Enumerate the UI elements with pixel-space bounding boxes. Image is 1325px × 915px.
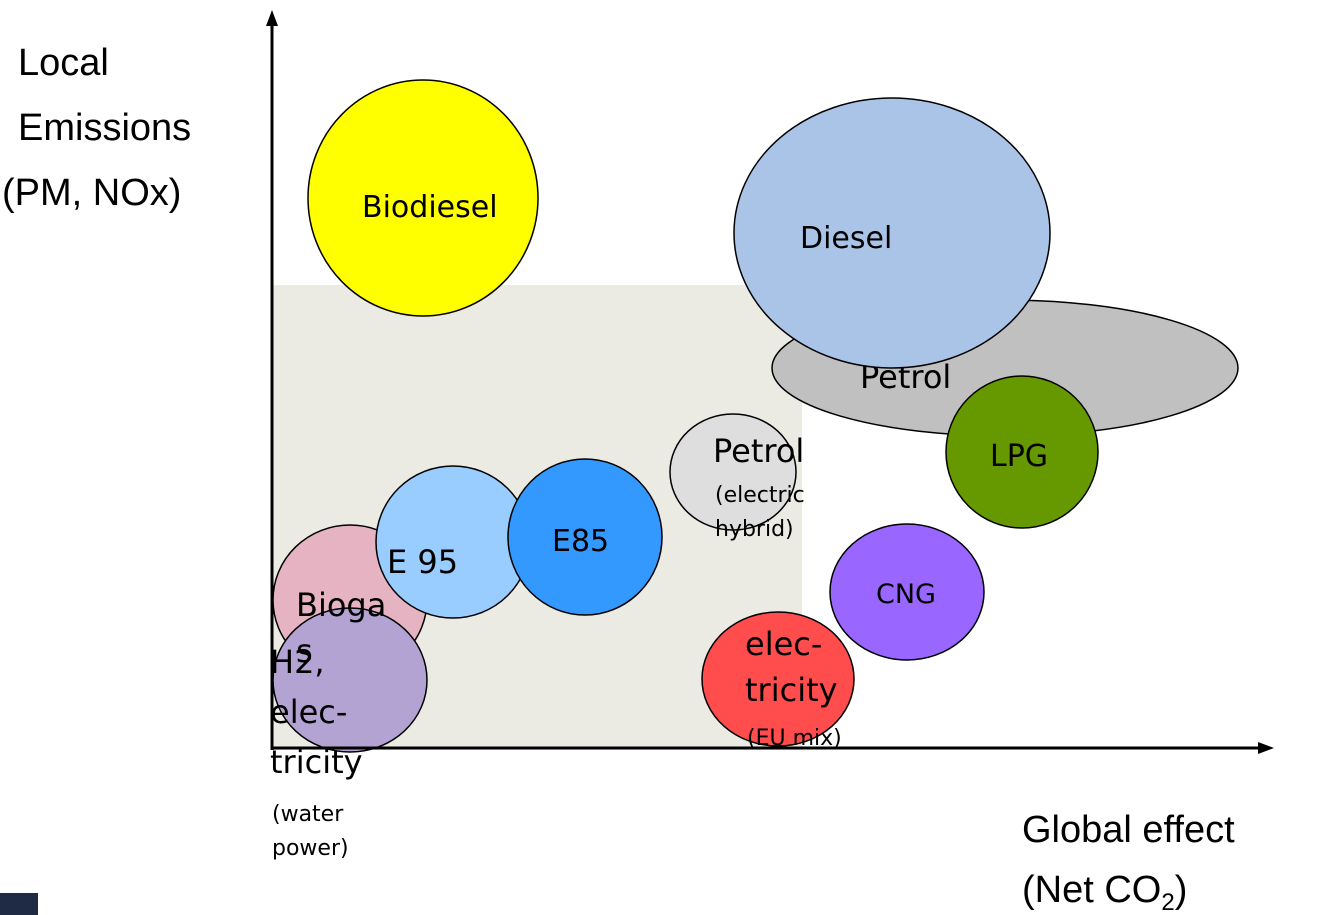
labels: Biodiesel Diesel LPG Petrol (electric hybrid)…	[270, 190, 1048, 861]
node-label: Petrol	[713, 432, 804, 470]
node-label: tricity	[745, 671, 838, 709]
bubble	[375, 465, 531, 619]
y-arrow	[266, 10, 278, 26]
bubble	[829, 523, 985, 661]
node-label: E 95	[387, 543, 458, 581]
y-axis-label: Local	[18, 42, 109, 84]
node-label: Biodiesel	[362, 190, 498, 225]
y-axis-label: (PM, NOx)	[2, 172, 181, 214]
bubbles: Petrol	[272, 79, 1239, 753]
y-axis-label: Emissions	[18, 107, 191, 149]
node-label: E85	[552, 524, 609, 559]
node-label: elec-	[745, 625, 822, 663]
logo	[0, 893, 38, 915]
node-label: LPG	[990, 439, 1048, 474]
bubble	[507, 458, 663, 616]
node-label: s	[296, 632, 313, 670]
node-note: power)	[272, 836, 349, 861]
bubble	[945, 375, 1099, 529]
bubble	[669, 413, 797, 531]
node-label: elec-	[270, 693, 347, 731]
node-label: Diesel	[800, 221, 892, 256]
node-note: (water	[272, 802, 344, 827]
x-axis-label: Global effect	[1022, 809, 1235, 851]
node-note: hybrid)	[715, 517, 794, 542]
node-label: CNG	[876, 579, 936, 610]
x-arrow	[1258, 742, 1274, 754]
node-label: H2,	[270, 643, 325, 681]
bubble	[733, 97, 1051, 369]
bubble	[307, 79, 539, 317]
bubble	[701, 611, 855, 747]
node-label: Bioga	[296, 586, 386, 624]
node-note: (electric	[715, 483, 805, 508]
x-axis-label: (Net CO2)	[1022, 869, 1187, 915]
